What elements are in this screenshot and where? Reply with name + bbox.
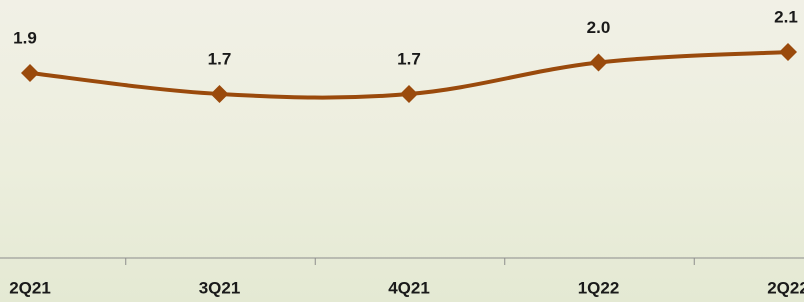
- x-tick-label: 1Q22: [578, 278, 620, 297]
- chart: 2Q21 3Q21 4Q21 1Q22 2Q22 1.9 1.7 1.7 2.0 2.1: [0, 0, 804, 302]
- value-label: 2.1: [774, 7, 798, 26]
- x-tick-label: 2Q22: [767, 278, 804, 297]
- background: [0, 0, 804, 302]
- value-label: 1.9: [13, 28, 37, 47]
- x-tick-label: 4Q21: [388, 278, 430, 297]
- value-label: 1.7: [208, 49, 232, 68]
- x-tick-label: 3Q21: [199, 278, 241, 297]
- value-label: 2.0: [587, 18, 611, 37]
- value-label: 1.7: [397, 49, 421, 68]
- x-tick-label: 2Q21: [9, 278, 51, 297]
